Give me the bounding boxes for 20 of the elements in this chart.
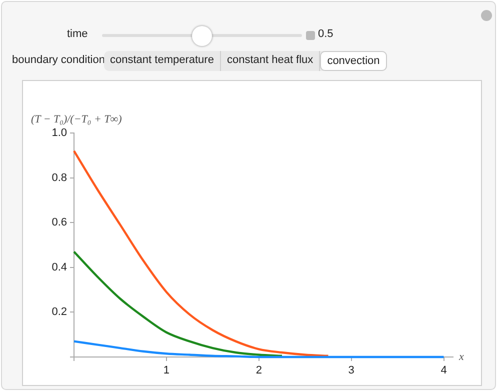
x-tick-label: 2 bbox=[256, 364, 262, 377]
text: convection bbox=[320, 51, 387, 71]
text: constant temperature bbox=[104, 51, 221, 71]
line-series bbox=[72, 150, 330, 357]
x-tick-label: 3 bbox=[348, 364, 354, 377]
text: boundary condition bbox=[12, 54, 105, 66]
y-tick-label: 0.4 bbox=[52, 261, 67, 274]
x-tick-label: 4 bbox=[440, 364, 447, 377]
y-tick-label: 1.0 bbox=[52, 127, 67, 140]
text: time bbox=[67, 28, 88, 40]
y-tick-label: 0.8 bbox=[52, 172, 67, 184]
x-tick-label: 1 bbox=[163, 364, 170, 377]
x-axis-title: x bbox=[458, 350, 464, 363]
y-tick-label: 0.6 bbox=[52, 216, 67, 229]
line-series bbox=[72, 250, 284, 357]
text: 0.5 bbox=[318, 28, 334, 40]
text: constant heat flux bbox=[220, 51, 320, 71]
line-series bbox=[72, 340, 445, 358]
y-tick-label: 0.2 bbox=[52, 306, 67, 318]
y-axis-title: (T − T₀)/(−T₀ + T∞) bbox=[31, 113, 122, 126]
